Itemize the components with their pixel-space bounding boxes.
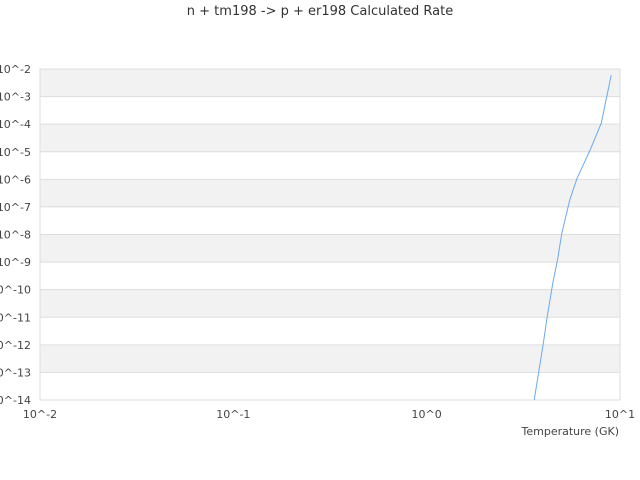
grid-band bbox=[40, 317, 620, 345]
y-tick-label: 10^-3 bbox=[0, 91, 31, 104]
grid-band bbox=[40, 96, 620, 125]
grid-band bbox=[40, 206, 620, 235]
x-tick-label: 10^-1 bbox=[216, 408, 250, 421]
y-tick-label: 10^-7 bbox=[0, 201, 31, 214]
chart-title: n + tm198 -> p + er198 Calculated Rate bbox=[186, 4, 454, 19]
y-tick-label: 10^-13 bbox=[0, 366, 31, 379]
x-tick-label: 10^0 bbox=[412, 408, 442, 421]
y-tick-label: 10^-14 bbox=[0, 394, 31, 407]
rate-line bbox=[533, 74, 612, 401]
x-axis-label: Temperature (GK) bbox=[521, 425, 620, 438]
y-tick-label: 10^-5 bbox=[0, 146, 31, 159]
grid-band bbox=[40, 262, 620, 290]
grid-band bbox=[40, 124, 620, 152]
grid-band bbox=[40, 179, 620, 207]
grid-band bbox=[40, 289, 620, 318]
y-tick-label: 10^-2 bbox=[0, 63, 31, 76]
y-tick-label: 10^-8 bbox=[0, 229, 31, 242]
grid-band bbox=[40, 234, 620, 263]
grid-band bbox=[40, 69, 620, 97]
y-tick-label: 10^-10 bbox=[0, 284, 31, 297]
y-tick-label: 10^-11 bbox=[0, 311, 31, 324]
grid-band bbox=[40, 151, 620, 180]
x-tick-label: 10^-2 bbox=[23, 408, 57, 421]
y-tick-label: 10^-4 bbox=[0, 118, 31, 131]
x-tick-label: 10^1 bbox=[605, 408, 635, 421]
plot-frame bbox=[39, 68, 621, 401]
grid-band bbox=[40, 372, 620, 400]
grid-band bbox=[40, 344, 620, 373]
y-tick-label: 10^-6 bbox=[0, 173, 31, 186]
y-tick-label: 10^-9 bbox=[0, 256, 31, 269]
y-tick-label: 10^-12 bbox=[0, 339, 31, 352]
